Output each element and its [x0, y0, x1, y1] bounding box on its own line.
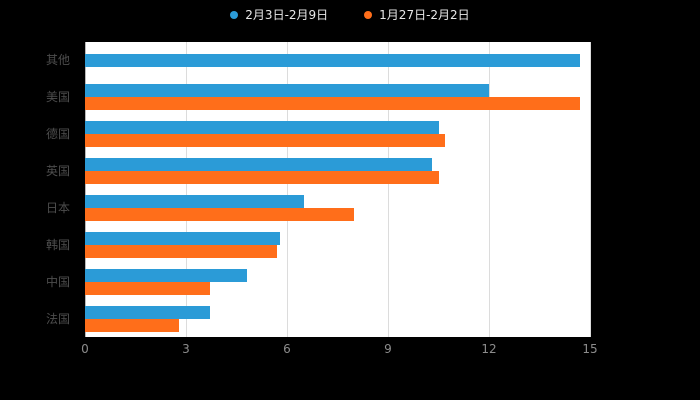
bar[interactable] [85, 84, 489, 98]
category-label: 韩国 [45, 237, 70, 252]
bar-group [85, 42, 590, 79]
category-label: 其他 [45, 53, 70, 68]
category-label: 中国 [45, 274, 70, 289]
bar[interactable] [85, 97, 580, 111]
legend: 2月3日-2月9日 1月27日-2月2日 [0, 5, 700, 25]
bar-group [85, 190, 590, 227]
category-label: 德国 [45, 127, 70, 142]
bar[interactable] [85, 134, 446, 148]
x-tick-label: 15 [582, 342, 598, 356]
series2-label: 1月27日-2月2日 [379, 8, 470, 22]
plot-area [85, 42, 591, 337]
legend-item-week1[interactable]: 1月27日-2月2日 [364, 9, 470, 21]
bar-group [85, 153, 590, 190]
gridline [590, 42, 591, 337]
bar[interactable] [85, 268, 247, 282]
category-label: 美国 [45, 90, 70, 105]
category-label: 日本 [45, 200, 70, 215]
bar[interactable] [85, 158, 432, 172]
bar-group [85, 300, 590, 337]
bar-group [85, 226, 590, 263]
gridline [186, 42, 187, 337]
gridline [388, 42, 389, 337]
bar[interactable] [85, 171, 439, 185]
gridline [287, 42, 288, 337]
bar[interactable] [85, 318, 180, 332]
category-label: 法国 [45, 311, 70, 326]
x-axis-labels: 0 3 6 9 12 15 [81, 341, 597, 357]
y-axis-labels: 其他美国德国英国日本韩国中国法国 [0, 42, 78, 337]
gridline [489, 42, 490, 337]
bar[interactable] [85, 207, 355, 221]
bar-group [85, 263, 590, 300]
x-tick-label: 12 [481, 342, 497, 356]
series1-swatch-icon [230, 11, 239, 19]
bar[interactable] [85, 231, 281, 245]
bar[interactable] [85, 194, 304, 208]
bar-group [85, 116, 590, 153]
x-tick-label: 3 [182, 342, 190, 356]
bar[interactable] [85, 305, 210, 319]
bar[interactable] [85, 244, 277, 258]
bar[interactable] [85, 121, 439, 135]
gridline [85, 42, 86, 337]
bar-rows [85, 42, 590, 337]
category-label: 英国 [45, 164, 70, 179]
legend-item-week2[interactable]: 2月3日-2月9日 [230, 9, 328, 21]
x-tick-label: 9 [384, 342, 392, 356]
series2-swatch-icon [364, 11, 373, 19]
series1-label: 2月3日-2月9日 [245, 8, 329, 22]
x-tick-label: 6 [283, 342, 291, 356]
x-tick-label: 0 [81, 342, 89, 356]
bar[interactable] [85, 53, 580, 67]
bar[interactable] [85, 281, 210, 295]
bar-group [85, 79, 590, 116]
